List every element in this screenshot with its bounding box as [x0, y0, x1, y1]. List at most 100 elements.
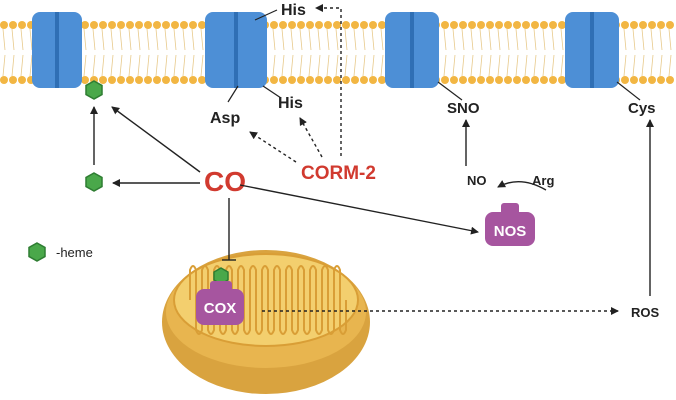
- lipid-head: [0, 76, 8, 84]
- lipid-tail: [29, 54, 33, 77]
- lipid-tail: [506, 28, 510, 51]
- lipid-head: [171, 21, 179, 29]
- lipid-head: [288, 21, 296, 29]
- lipid-tail: [308, 54, 312, 77]
- lipid-head: [162, 21, 170, 29]
- lipid-tail: [2, 28, 6, 51]
- lipid-head: [18, 76, 26, 84]
- dashed-arrows: [249, 4, 619, 315]
- lipid-tail: [641, 54, 645, 77]
- lipid-head: [495, 21, 503, 29]
- heme-legend-label: -heme: [56, 245, 93, 260]
- lipid-tail: [110, 28, 114, 51]
- lipid-head: [531, 76, 539, 84]
- lipid-head: [621, 76, 629, 84]
- lipid-tail: [380, 28, 384, 51]
- lipid-head: [441, 76, 449, 84]
- lipid-head: [639, 21, 647, 29]
- lipid-tail: [83, 28, 87, 51]
- lipid-tail: [155, 54, 159, 77]
- lipid-tail: [362, 28, 366, 51]
- lipid-tail: [659, 28, 663, 51]
- lipid-head: [504, 21, 512, 29]
- lipid-tail: [542, 54, 546, 77]
- lipid-head: [522, 21, 530, 29]
- lipid-tail: [470, 28, 474, 51]
- lipid-head: [288, 76, 296, 84]
- lipid-tail: [371, 28, 375, 51]
- lipid-head: [666, 21, 674, 29]
- lipid-tail: [20, 54, 24, 77]
- crista: [189, 265, 347, 335]
- arrow-co-to-channel-heme: [111, 106, 201, 173]
- lipid-tail: [542, 28, 546, 51]
- lipid-head: [135, 76, 143, 84]
- channel-1: [32, 12, 82, 88]
- lipid-head: [648, 76, 656, 84]
- lipid-head: [171, 76, 179, 84]
- lipid-tail: [191, 54, 195, 77]
- lipid-tail: [524, 28, 528, 51]
- lipid-tail: [551, 28, 555, 51]
- his-bottom-label: His: [278, 95, 303, 112]
- lipid-tail: [11, 28, 15, 51]
- lipid-head: [0, 21, 8, 29]
- arrows: [90, 106, 654, 296]
- lipid-head: [630, 76, 638, 84]
- ros-label: ROS: [631, 305, 660, 320]
- lipid-tail: [353, 28, 357, 51]
- lipid-tail: [290, 28, 294, 51]
- lipid-head: [540, 21, 548, 29]
- lipid-head: [513, 76, 521, 84]
- lipid-head: [378, 21, 386, 29]
- corm-2-label: CORM-2: [301, 163, 376, 184]
- lipid-tail: [461, 28, 465, 51]
- lipid-tail: [308, 28, 312, 51]
- arrow-arg-to-no: [497, 180, 547, 191]
- his-top-connector: [254, 9, 278, 21]
- lipid-head: [162, 76, 170, 84]
- lipid-head: [108, 76, 116, 84]
- lipid-tail: [317, 54, 321, 77]
- lipid-tail: [551, 54, 555, 77]
- lipid-head: [477, 21, 485, 29]
- lipid-head: [279, 76, 287, 84]
- lipid-tail: [650, 54, 654, 77]
- lipid-head: [558, 76, 566, 84]
- lipid-head: [198, 21, 206, 29]
- lipid-head: [198, 76, 206, 84]
- lipid-head: [657, 76, 665, 84]
- lipid-head: [126, 76, 134, 84]
- lipid-head: [450, 21, 458, 29]
- lipid-tail: [146, 54, 150, 77]
- lipid-tail: [533, 28, 537, 51]
- lipid-head: [9, 21, 17, 29]
- lipid-head: [468, 21, 476, 29]
- lipid-head: [558, 21, 566, 29]
- lipid-head: [342, 76, 350, 84]
- lipid-tail: [650, 28, 654, 51]
- lipid-tail: [344, 54, 348, 77]
- lipid-tail: [272, 28, 276, 51]
- lipid-head: [117, 21, 125, 29]
- lipid-tail: [560, 28, 564, 51]
- lipid-tail: [200, 28, 204, 51]
- lipid-tail: [92, 54, 96, 77]
- lipid-head: [441, 21, 449, 29]
- lipid-head: [648, 21, 656, 29]
- lipid-head: [108, 21, 116, 29]
- dashed-corm-to-asp: [249, 131, 297, 163]
- lipid-tail: [137, 54, 141, 77]
- lipid-tail: [515, 54, 519, 77]
- cys-connector: [616, 81, 641, 101]
- lipid-head: [180, 76, 188, 84]
- lipid-tail: [182, 28, 186, 51]
- lipid-tail: [353, 54, 357, 77]
- lipid-head: [360, 76, 368, 84]
- lipid-head: [549, 76, 557, 84]
- lipid-head: [657, 21, 665, 29]
- lipid-head: [378, 76, 386, 84]
- lipid-tail: [506, 54, 510, 77]
- lipid-tail: [533, 54, 537, 77]
- lipid-tail: [524, 54, 528, 77]
